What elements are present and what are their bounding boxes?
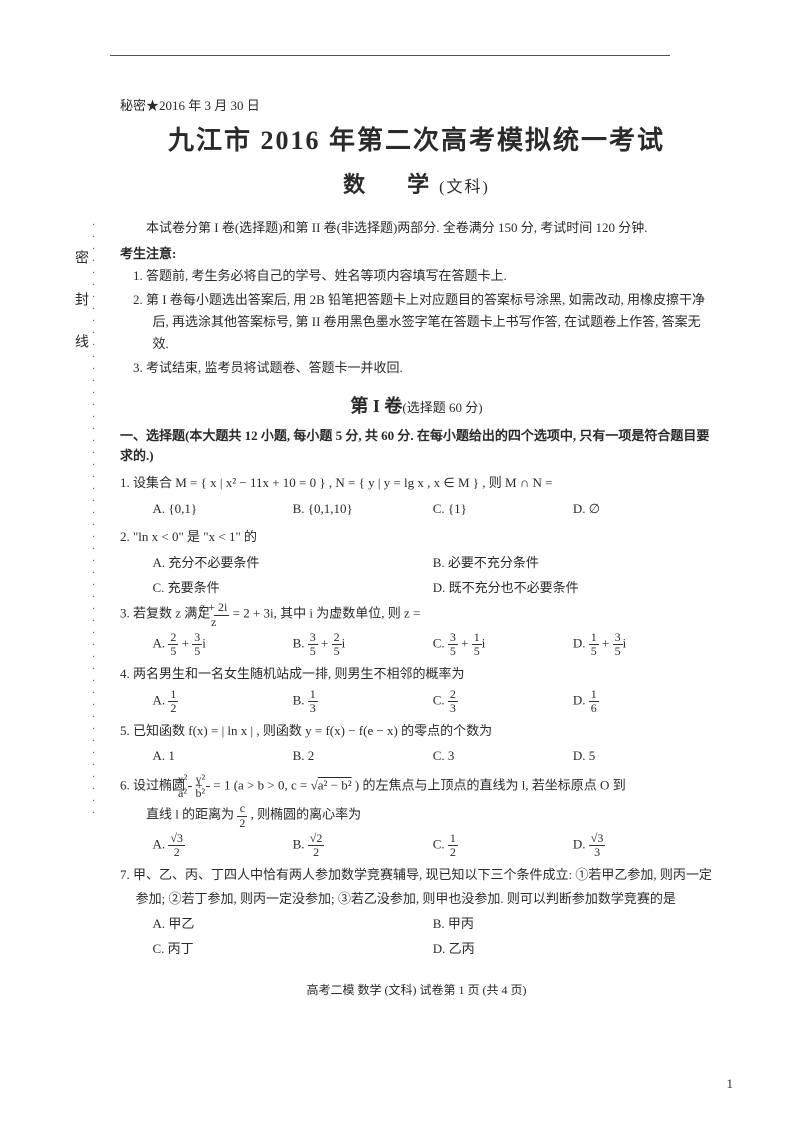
- notice-1: 1. 答题前, 考生务必将自己的学号、姓名等项内容填写在答题卡上.: [120, 265, 713, 287]
- q7-opt-d: D. 乙丙: [433, 937, 713, 960]
- secret-label: 秘密★2016 年 3 月 30 日: [120, 95, 713, 114]
- question-3-options: A. 25 + 35i B. 35 + 25i C. 35 + 15i D. 1…: [120, 631, 713, 658]
- subject-text: 数 学: [343, 172, 439, 197]
- question-4: 4. 两名男生和一名女生随机站成一排, 则男生不相邻的概率为: [120, 662, 713, 685]
- q2-opt-a: A. 充分不必要条件: [153, 551, 433, 574]
- q4-opt-b: B. 13: [293, 688, 433, 715]
- q6-opt-d: D. √33: [573, 832, 713, 859]
- question-2-options-row2: C. 充要条件 D. 既不充分也不必要条件: [120, 576, 713, 599]
- q4-opt-d: D. 16: [573, 688, 713, 715]
- question-7-options-row2: C. 丙丁 D. 乙丙: [120, 937, 713, 960]
- top-rule: [110, 55, 670, 56]
- q3-opt-d: D. 15 + 35i: [573, 631, 713, 658]
- q7-opt-a: A. 甲乙: [153, 912, 433, 935]
- question-1-options: A. {0,1} B. {0,1,10} C. {1} D. ∅: [120, 497, 713, 522]
- subject-title: 数 学(文科): [120, 167, 713, 199]
- question-7-options-row1: A. 甲乙 B. 甲丙: [120, 912, 713, 935]
- q3-frac: z + 2iz: [214, 601, 230, 628]
- q4-opt-a: A. 12: [153, 688, 293, 715]
- exam-title: 九江市 2016 年第二次高考模拟统一考试: [120, 120, 713, 157]
- q5-opt-b: B. 2: [293, 744, 433, 769]
- q5-opt-d: D. 5: [573, 744, 713, 769]
- intro-text: 本试卷分第 I 卷(选择题)和第 II 卷(非选择题)两部分. 全卷满分 150…: [120, 217, 713, 239]
- q1-opt-b: B. {0,1,10}: [293, 497, 433, 522]
- q1-opt-d: D. ∅: [573, 497, 713, 522]
- seal-line-dots: ········································…: [92, 220, 95, 870]
- q3-post: = 2 + 3i, 其中 i 为虚数单位, 则 z =: [233, 606, 421, 621]
- q1-opt-a: A. {0,1}: [153, 497, 293, 522]
- page-number: 1: [727, 1076, 734, 1092]
- q6-opt-b: B. √22: [293, 832, 433, 859]
- question-6-options: A. √32 B. √22 C. 12 D. √33: [120, 832, 713, 859]
- question-3: 3. 若复数 z 满足 z + 2iz = 2 + 3i, 其中 i 为虚数单位…: [120, 601, 713, 628]
- choice-block-head: 一、选择题(本大题共 12 小题, 每小题 5 分, 共 60 分. 在每小题给…: [120, 426, 713, 468]
- question-2: 2. "ln x < 0" 是 "x < 1" 的: [120, 525, 713, 548]
- q2-opt-c: C. 充要条件: [153, 576, 433, 599]
- notice-heading: 考生注意:: [120, 243, 713, 262]
- q2-opt-b: B. 必要不充分条件: [433, 551, 713, 574]
- section-1-title: 第 I 卷: [350, 396, 402, 416]
- question-7: 7. 甲、乙、丙、丁四人中恰有两人参加数学竞赛辅导, 现已知以下三个条件成立: …: [120, 863, 713, 910]
- q3-opt-a: A. 25 + 35i: [153, 631, 293, 658]
- q5-opt-c: C. 3: [433, 744, 573, 769]
- notice-2: 2. 第 I 卷每小题选出答案后, 用 2B 铅笔把答题卡上对应题目的答案标号涂…: [120, 289, 713, 355]
- question-1: 1. 设集合 M = { x | x² − 11x + 10 = 0 } , N…: [120, 471, 713, 494]
- q6-opt-c: C. 12: [433, 832, 573, 859]
- q6-opt-a: A. √32: [153, 832, 293, 859]
- q7-opt-c: C. 丙丁: [153, 937, 433, 960]
- q7-opt-b: B. 甲丙: [433, 912, 713, 935]
- notice-3: 3. 考试结束, 监考员将试题卷、答题卡一并收回.: [120, 357, 713, 379]
- subject-paren: (文科): [439, 179, 490, 196]
- page-footer: 高考二模 数学 (文科) 试卷第 1 页 (共 4 页): [120, 981, 713, 998]
- question-6-line2: 直线 l 的距离为 c2 , 则椭圆的离心率为: [120, 802, 713, 829]
- question-6: 6. 设过椭圆 x²a² + y²b² = 1 (a > b > 0, c = …: [120, 773, 713, 800]
- q3-opt-c: C. 35 + 15i: [433, 631, 573, 658]
- section-1-head: 第 I 卷(选择题 60 分): [120, 392, 713, 418]
- q3-opt-b: B. 35 + 25i: [293, 631, 433, 658]
- section-1-note: (选择题 60 分): [402, 400, 482, 415]
- question-2-options-row1: A. 充分不必要条件 B. 必要不充分条件: [120, 551, 713, 574]
- q4-opt-c: C. 23: [433, 688, 573, 715]
- q1-opt-c: C. {1}: [433, 497, 573, 522]
- q5-opt-a: A. 1: [153, 744, 293, 769]
- seal-line-label: 密封线: [70, 250, 90, 850]
- question-4-options: A. 12 B. 13 C. 23 D. 16: [120, 688, 713, 715]
- q3-pre: 3. 若复数 z 满足: [120, 606, 210, 621]
- q2-opt-d: D. 既不充分也不必要条件: [433, 576, 713, 599]
- question-5-options: A. 1 B. 2 C. 3 D. 5: [120, 744, 713, 769]
- question-5: 5. 已知函数 f(x) = | ln x | , 则函数 y = f(x) −…: [120, 719, 713, 742]
